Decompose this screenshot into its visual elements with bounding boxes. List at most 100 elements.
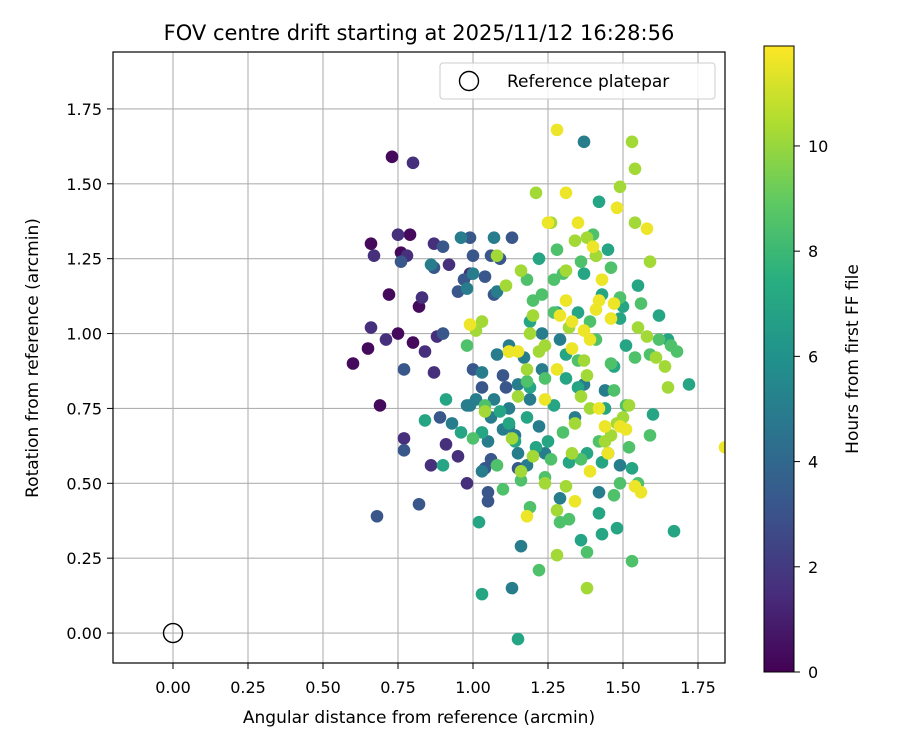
data-point <box>514 264 528 277</box>
data-point <box>580 369 594 382</box>
data-point <box>643 255 657 268</box>
data-point <box>622 399 636 412</box>
data-point <box>631 279 645 292</box>
data-point <box>535 327 549 340</box>
data-point <box>406 156 420 170</box>
data-point <box>574 533 588 547</box>
data-point <box>529 186 543 200</box>
data-point <box>670 345 684 358</box>
colorbar-tick-label: 10 <box>808 137 828 156</box>
data-point <box>565 447 579 460</box>
data-point <box>613 180 627 194</box>
x-tick-label: 0.00 <box>155 678 191 697</box>
data-point <box>553 491 567 505</box>
data-point <box>469 393 483 406</box>
data-point <box>562 512 576 526</box>
data-point <box>391 228 405 242</box>
data-point <box>550 123 564 137</box>
data-point <box>619 423 633 436</box>
data-point <box>592 506 606 520</box>
data-point <box>640 222 654 236</box>
data-point <box>652 333 666 346</box>
data-point <box>604 312 618 325</box>
data-point <box>406 336 420 349</box>
data-point <box>559 264 573 277</box>
data-point <box>490 249 504 262</box>
data-point <box>424 459 438 472</box>
data-point <box>553 333 567 346</box>
data-point <box>475 366 489 379</box>
data-point <box>559 294 573 307</box>
data-point <box>526 309 540 322</box>
data-point <box>490 459 504 472</box>
colorbar-tick-label: 0 <box>808 663 818 682</box>
data-point <box>565 342 579 355</box>
data-point <box>514 473 528 487</box>
data-point <box>607 488 621 502</box>
data-point <box>667 524 681 538</box>
data-point <box>610 201 624 215</box>
legend: Reference platepar <box>439 62 716 100</box>
data-point <box>538 476 552 490</box>
data-point <box>367 249 381 262</box>
data-point <box>595 273 609 286</box>
data-point <box>580 231 594 244</box>
data-point <box>499 279 513 292</box>
data-point <box>550 503 564 517</box>
legend-reference-marker <box>458 70 480 92</box>
data-point <box>463 231 477 244</box>
data-point <box>520 509 534 523</box>
y-tick-label: 1.00 <box>66 325 102 344</box>
data-point <box>397 363 411 376</box>
data-point <box>682 378 696 391</box>
y-tick-label: 1.25 <box>66 250 102 269</box>
data-point <box>592 195 606 209</box>
data-point <box>511 447 525 460</box>
colorbar-ticks: 0 2 4 6 8 10 <box>794 137 828 682</box>
x-tick-label: 1.25 <box>530 678 566 697</box>
data-point <box>631 321 645 334</box>
data-point <box>436 240 450 253</box>
data-point <box>559 186 573 200</box>
data-point <box>592 485 606 499</box>
data-point <box>610 521 624 535</box>
reference-platepar-marker <box>162 622 184 644</box>
plot-frame <box>112 51 726 664</box>
data-point <box>502 345 516 358</box>
data-point <box>607 384 621 397</box>
x-tick-label: 0.75 <box>380 678 416 697</box>
x-tick-label: 1.75 <box>680 678 716 697</box>
data-point <box>475 381 489 394</box>
colorbar-tick-label: 4 <box>808 453 818 472</box>
data-point <box>718 441 725 454</box>
data-point <box>613 312 627 325</box>
data-point <box>571 306 585 319</box>
data-point <box>619 339 633 352</box>
data-point <box>625 462 639 475</box>
data-point <box>511 390 525 403</box>
data-point <box>361 342 375 355</box>
data-point <box>541 435 555 448</box>
data-point <box>538 339 552 352</box>
data-point <box>499 381 513 394</box>
data-point <box>559 479 573 493</box>
data-point <box>532 420 546 433</box>
data-point <box>439 438 453 451</box>
data-point <box>538 372 552 385</box>
x-axis-ticks: 0.00 0.25 0.50 0.75 1.00 1.25 1.50 1.75 <box>155 663 716 697</box>
scatter-points <box>162 123 725 646</box>
data-point <box>346 357 360 370</box>
data-point <box>514 465 528 478</box>
data-point <box>568 494 582 508</box>
data-point <box>364 321 378 334</box>
legend-box <box>439 62 716 100</box>
data-point <box>589 303 603 316</box>
data-point <box>580 581 594 595</box>
data-point <box>649 351 663 364</box>
data-point <box>475 426 489 439</box>
data-point <box>661 381 675 394</box>
data-point <box>472 515 486 529</box>
data-point <box>598 435 612 448</box>
data-point <box>373 399 387 412</box>
x-tick-label: 1.00 <box>455 678 491 697</box>
